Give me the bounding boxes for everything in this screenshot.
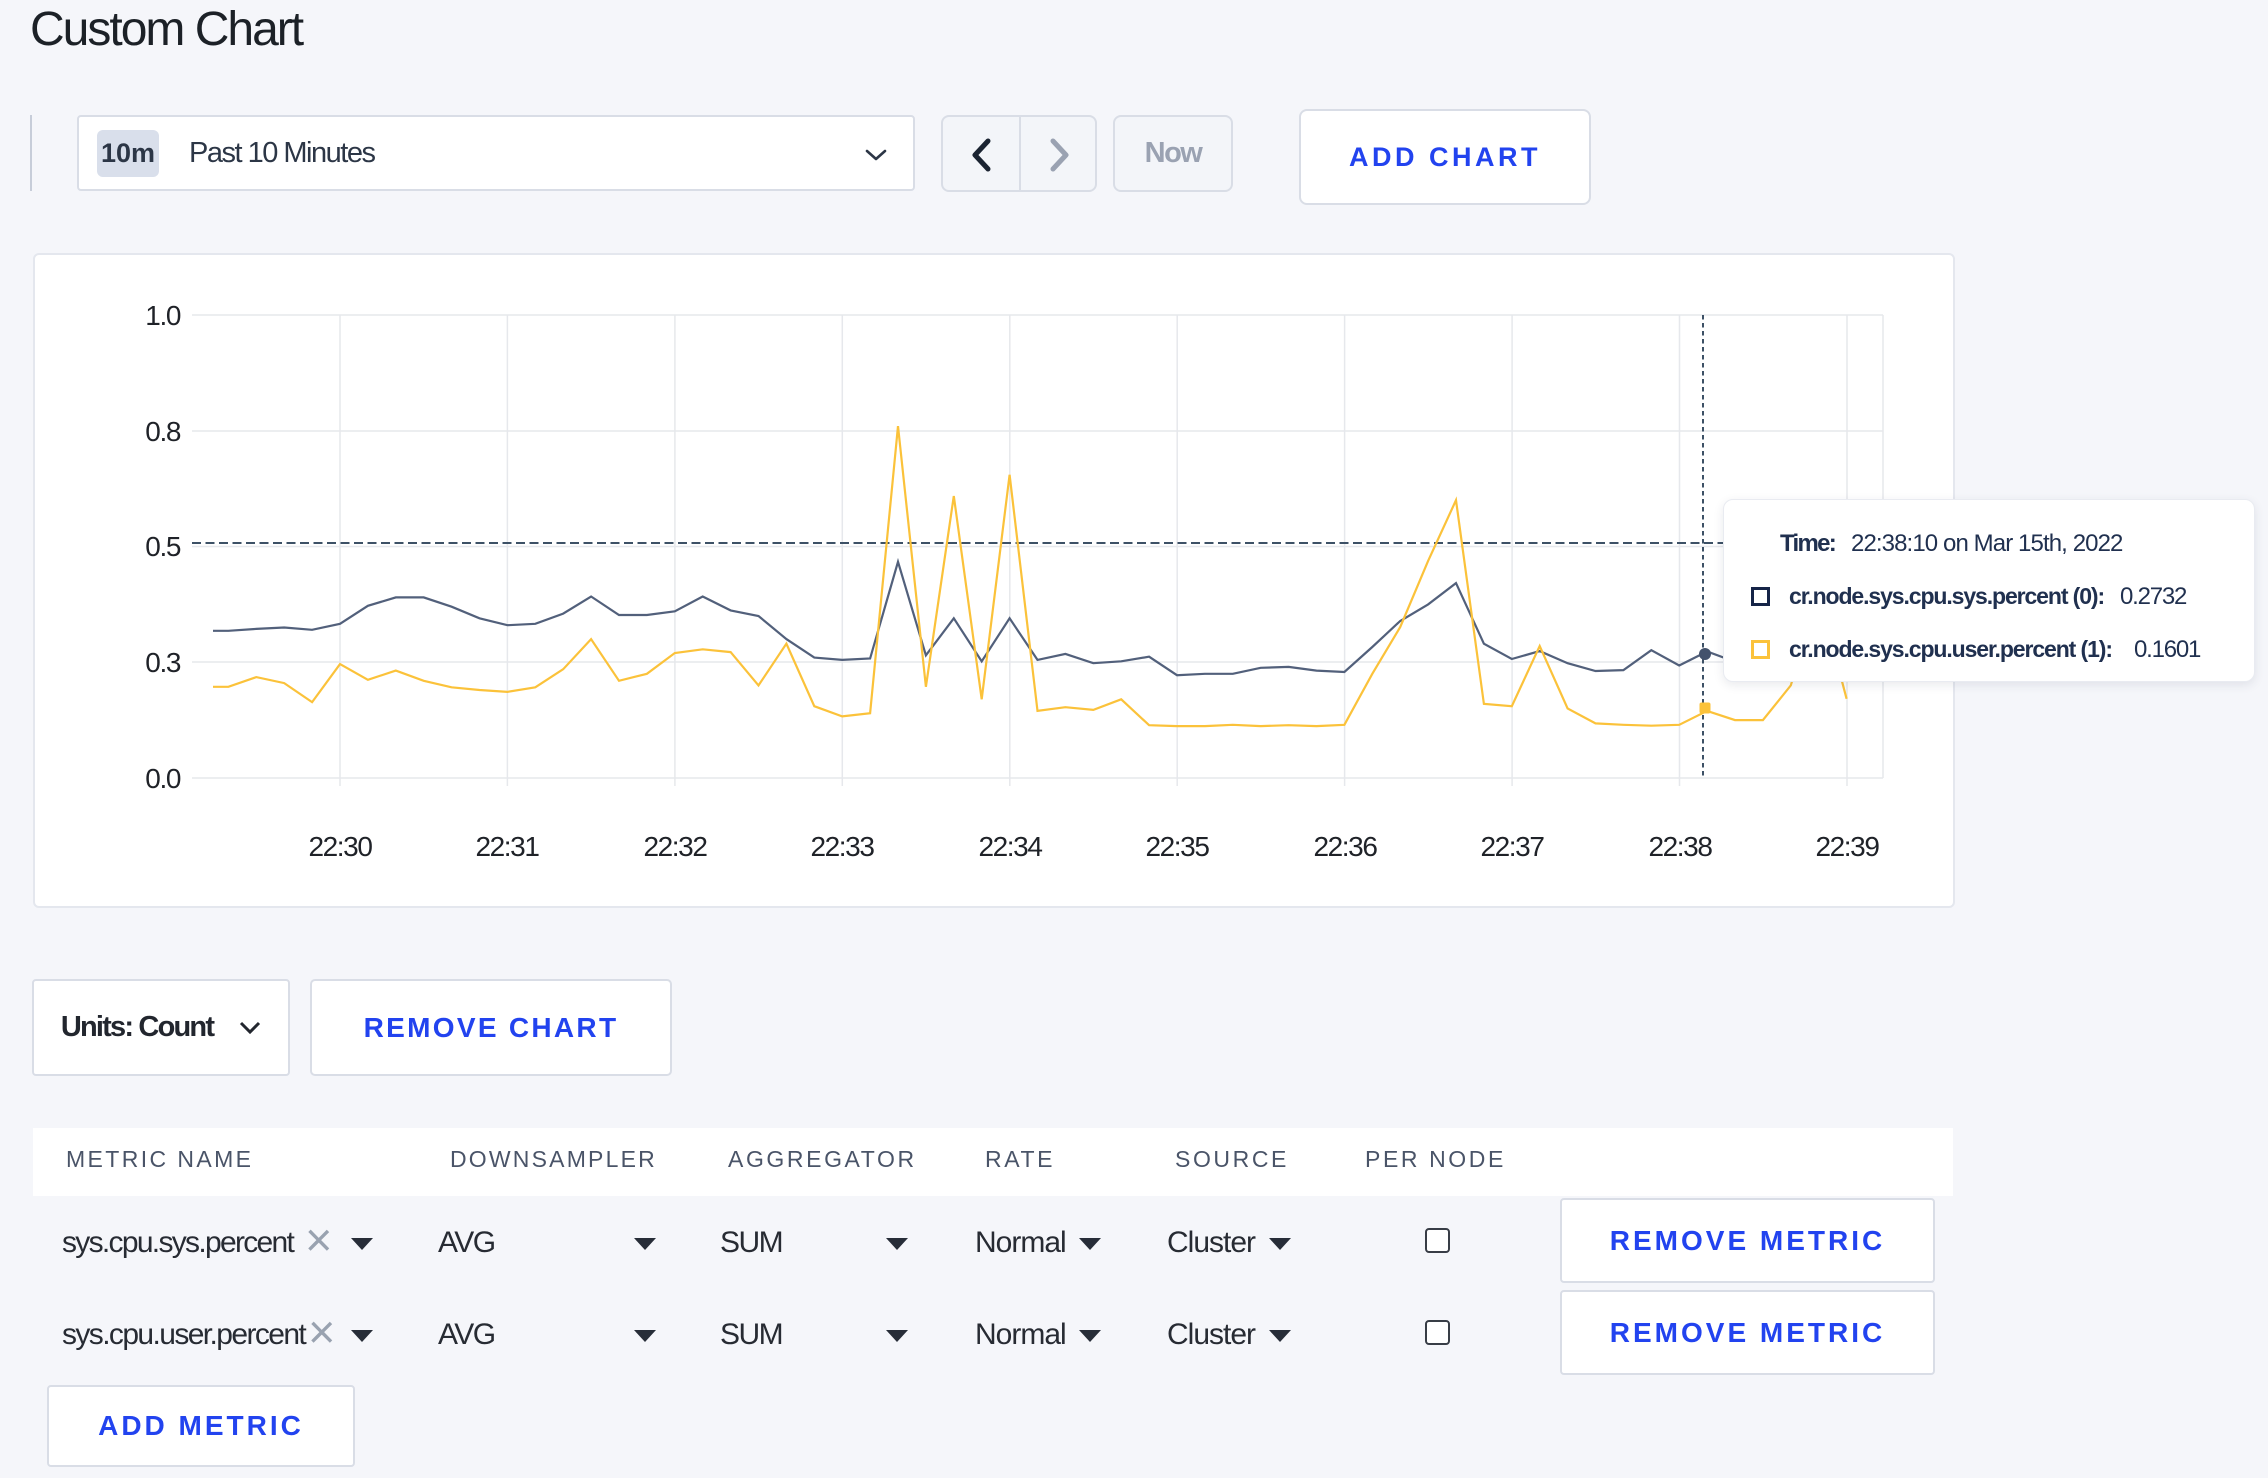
svg-text:22:31: 22:31 [475,831,539,862]
svg-text:22:35: 22:35 [1145,831,1209,862]
svg-text:0.3: 0.3 [145,647,181,678]
svg-text:22:34: 22:34 [978,831,1042,862]
svg-text:0.0: 0.0 [145,763,181,794]
svg-text:22:37: 22:37 [1480,831,1544,862]
svg-text:22:30: 22:30 [308,831,372,862]
svg-text:22:39: 22:39 [1815,831,1879,862]
svg-text:22:33: 22:33 [810,831,874,862]
svg-text:1.0: 1.0 [145,300,181,331]
svg-text:0.8: 0.8 [145,416,181,447]
svg-text:22:32: 22:32 [643,831,707,862]
svg-text:22:38: 22:38 [1648,831,1712,862]
svg-text:0.5: 0.5 [145,531,181,562]
svg-text:22:36: 22:36 [1313,831,1377,862]
